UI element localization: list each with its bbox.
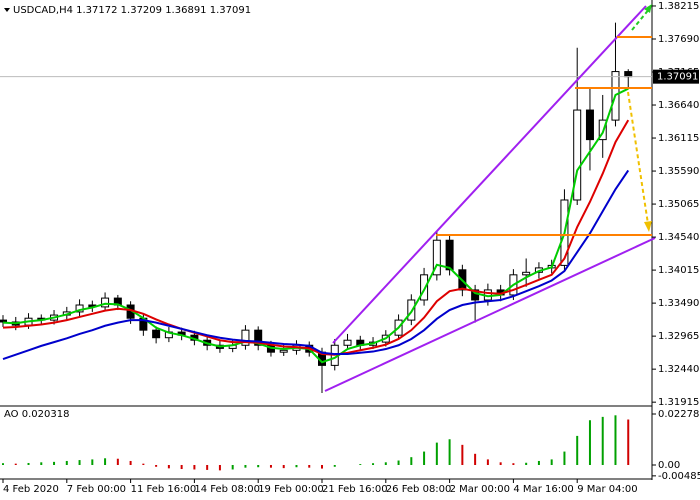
y-tick-label: 1.34015 [658, 265, 699, 276]
ma-line [2, 169, 630, 361]
channel-upper [332, 5, 647, 344]
x-tick-label: 21 Feb 16:00 [322, 484, 388, 495]
y-tick-label: 1.31915 [658, 397, 699, 408]
x-tick-label: 11 Feb 16:00 [131, 484, 197, 495]
bull-arrow [631, 7, 651, 31]
bull-arrow-head [644, 4, 652, 13]
annotations [324, 4, 656, 392]
y-tick-label: 1.36640 [658, 100, 699, 111]
x-tick-label: 26 Feb 08:00 [386, 484, 452, 495]
candle-body [241, 329, 250, 346]
bear-arrow [627, 91, 649, 225]
x-tick-label: 7 Feb 00:00 [67, 484, 126, 495]
ma-line [2, 87, 629, 364]
ao-tick-label: 0.022781 [658, 409, 700, 420]
y-tick-label: 1.35065 [658, 199, 699, 210]
y-tick-label: 1.36115 [658, 133, 699, 144]
candle-body [279, 349, 288, 353]
ma-line [2, 119, 630, 356]
candle-body [0, 319, 7, 323]
indicator-title: AO 0.020318 [4, 409, 69, 420]
title-icon [4, 8, 10, 12]
bid-label: 1.37091 [657, 72, 698, 83]
ao-tick-label: -0.004852 [658, 471, 700, 482]
candle-body [343, 339, 352, 346]
x-tick-label: 19 Feb 00:00 [258, 484, 324, 495]
y-tick-label: 1.35590 [658, 166, 699, 177]
x-tick-label: 2 Mar 00:00 [450, 484, 510, 495]
x-tick-label: 4 Mar 16:00 [513, 484, 573, 495]
bid-label-box [653, 69, 699, 84]
y-tick-label: 1.38215 [658, 1, 699, 12]
candle-body [254, 329, 263, 346]
bear-arrow-head [644, 221, 652, 232]
y-tick-label: 1.34540 [658, 232, 699, 243]
y-tick-label: 1.32440 [658, 364, 699, 375]
candle-body [624, 71, 633, 78]
candle-body [420, 274, 429, 301]
candle-body [573, 109, 582, 201]
candle-body [101, 297, 110, 308]
plot-area [0, 22, 652, 471]
chart-title: USDCAD,H4 1.37172 1.37209 1.36891 1.3709… [13, 5, 251, 16]
channel-lower [324, 237, 656, 392]
candle-body [445, 239, 454, 271]
y-tick-label: 1.32965 [658, 331, 699, 342]
y-tick-label: 1.37690 [658, 34, 699, 45]
y-tick-label: 1.33490 [658, 298, 699, 309]
candle-body [432, 239, 441, 276]
x-tick-label: 9 Mar 04:00 [577, 484, 637, 495]
candle-body [152, 329, 161, 339]
ao-tick-label: 0.00 [658, 460, 680, 471]
x-tick-label: 14 Feb 08:00 [194, 484, 260, 495]
x-tick-label: 4 Feb 2020 [3, 484, 59, 495]
candle-body [585, 109, 594, 141]
candle-body [522, 271, 531, 276]
